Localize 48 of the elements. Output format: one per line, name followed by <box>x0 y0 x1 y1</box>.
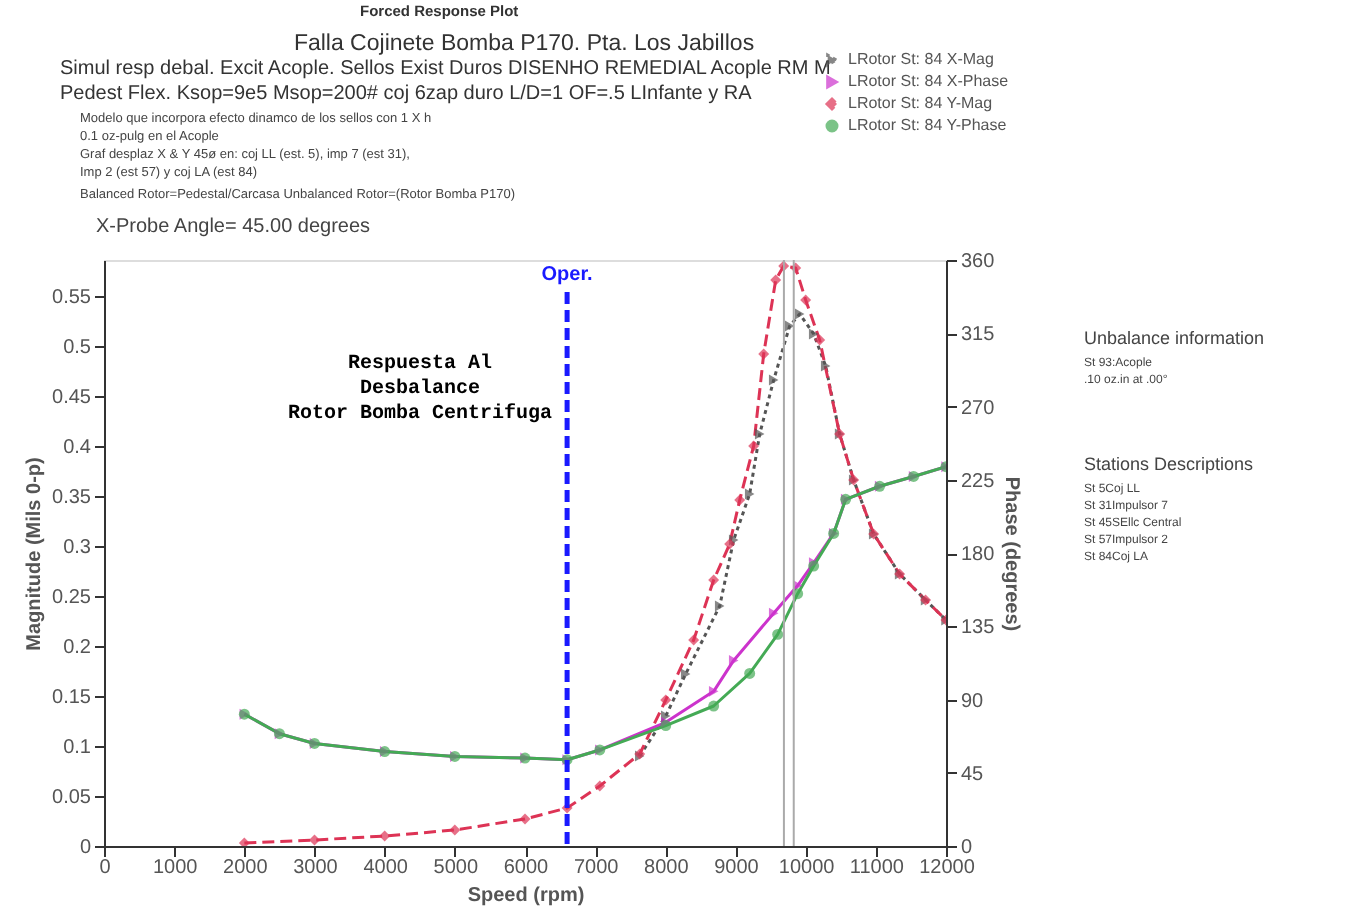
y2-tick-label: 360 <box>961 251 996 273</box>
x-axis-title: Speed (rpm) <box>467 885 585 907</box>
x-tick-label: 4000 <box>363 857 409 879</box>
legend-label: LRotor St: 84 X-Mag <box>848 50 994 68</box>
chart-subtitle: Simul resp debal. Excit Acople. Sellos Exist Duros DISENHO REMEDIAL Acople RM M Pedest Flex. Ksop=9e5 Msop=200# coj 6zap duro L/D=1 OF=.5 LInfante y RA <box>60 58 831 105</box>
y-tick-label: 0.45 <box>52 387 92 409</box>
x-tick-label: 0 <box>99 857 112 879</box>
y2-tick-label: 315 <box>961 324 996 347</box>
text: Unbalance information <box>1084 328 1265 348</box>
y-tick-label: 0.5 <box>63 337 92 359</box>
y2-tick-label: 180 <box>961 544 996 566</box>
legend-label: LRotor St: 84 Y-Phase <box>848 116 1008 134</box>
text: Stations Descriptions <box>1084 454 1255 474</box>
y-tick-label: 0.4 <box>63 437 92 459</box>
y-tick-label: 0.3 <box>63 537 92 559</box>
legend-label: LRotor St: 84 Y-Mag <box>848 94 993 112</box>
x-tick-label: 8000 <box>644 857 690 879</box>
y-axis-title: Magnitude (Mils 0-p) <box>24 457 47 651</box>
x-tick-label: 9000 <box>714 857 760 879</box>
y-tick-label: 0.15 <box>52 687 92 709</box>
y-tick-label: 0.05 <box>52 787 92 809</box>
y2-axis-title: Phase (degrees) <box>1000 476 1023 632</box>
y-tick-label: 0.35 <box>52 487 92 509</box>
x-tick-label: 3000 <box>293 857 339 879</box>
y-tick-label: 0.55 <box>52 287 92 309</box>
text: X-Probe Angle= 45.00 degrees <box>96 216 371 238</box>
annotation: Respuesta Al Desbalance Rotor Bomba Centrifuga <box>287 352 553 426</box>
y2-tick-label: 90 <box>961 690 985 713</box>
y2-tick-label: 225 <box>961 470 996 493</box>
x-tick-label: 10000 <box>778 857 836 879</box>
x-tick-label: 6000 <box>503 857 550 879</box>
x-tick-label: 12000 <box>919 857 976 879</box>
y2-tick-label: 270 <box>961 397 996 420</box>
y2-tick-label: 45 <box>961 763 985 786</box>
y-tick-label: 0.2 <box>63 637 92 659</box>
y-tick-label: 0.25 <box>52 587 92 609</box>
y-tick-label: 0 <box>79 837 92 859</box>
x-tick-label: 2000 <box>223 857 269 879</box>
x-tick-label: 1000 <box>152 857 199 879</box>
chart-title: Falla Cojinete Bomba P170. Pta. Los Jabillos <box>293 32 755 56</box>
x-tick-label: 7000 <box>573 857 620 879</box>
x-tick-label: 5000 <box>433 857 479 879</box>
y-tick-label: 0.1 <box>63 737 92 759</box>
ref-line-label: Oper. <box>541 264 594 286</box>
legend-label: LRotor St: 84 X-Phase <box>848 72 1010 90</box>
x-tick-label: 11000 <box>849 857 905 879</box>
y2-tick-label: 135 <box>961 617 996 640</box>
y2-tick-label: 0 <box>961 837 973 859</box>
